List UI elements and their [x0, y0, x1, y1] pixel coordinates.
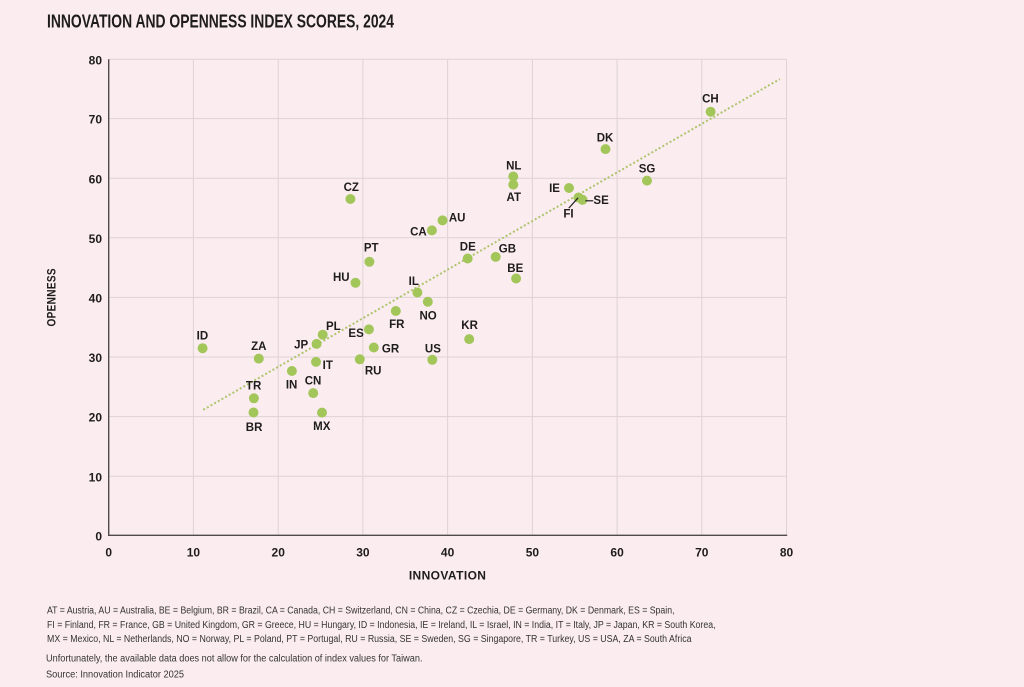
svg-text:OPENNESS: OPENNESS	[45, 268, 59, 327]
svg-text:INNOVATION: INNOVATION	[409, 569, 487, 583]
svg-text:MX = Mexico, NL = Netherlands,: MX = Mexico, NL = Netherlands, NO = Norw…	[47, 634, 692, 645]
svg-text:INNOVATION AND OPENNESS INDEX: INNOVATION AND OPENNESS INDEX SCORES, 20…	[47, 11, 395, 32]
svg-text:RU: RU	[365, 366, 382, 378]
svg-text:ES: ES	[348, 328, 364, 340]
svg-text:30: 30	[89, 351, 103, 365]
svg-text:BR: BR	[246, 422, 263, 434]
svg-text:TR: TR	[246, 381, 262, 393]
svg-text:40: 40	[89, 292, 103, 306]
svg-text:IE: IE	[549, 183, 560, 195]
svg-text:60: 60	[610, 546, 624, 560]
svg-text:FI: FI	[563, 208, 573, 220]
svg-text:70: 70	[695, 546, 709, 560]
svg-text:20: 20	[272, 546, 286, 560]
svg-text:60: 60	[89, 172, 103, 186]
svg-text:IN: IN	[286, 379, 298, 391]
svg-text:CN: CN	[305, 375, 322, 387]
svg-text:GB: GB	[499, 244, 516, 256]
svg-text:50: 50	[89, 232, 103, 246]
svg-text:FR: FR	[389, 319, 405, 331]
svg-text:GR: GR	[382, 344, 400, 356]
svg-text:DK: DK	[597, 132, 614, 144]
svg-text:HU: HU	[333, 272, 350, 284]
svg-text:Unfortunately, the available d: Unfortunately, the available data does n…	[46, 654, 423, 665]
svg-text:DE: DE	[460, 241, 476, 253]
svg-text:0: 0	[105, 546, 112, 560]
svg-text:IT: IT	[323, 360, 333, 372]
svg-text:80: 80	[89, 53, 103, 67]
svg-text:NO: NO	[419, 310, 436, 322]
svg-text:CZ: CZ	[344, 182, 359, 194]
svg-text:80: 80	[780, 546, 794, 560]
svg-text:FI = Finland, FR = France, GB: FI = Finland, FR = France, GB = United K…	[47, 620, 716, 631]
svg-text:KR: KR	[461, 320, 478, 332]
svg-text:Source: Innovation Indicator 2: Source: Innovation Indicator 2025	[46, 670, 184, 681]
svg-text:ID: ID	[197, 331, 209, 343]
svg-text:PL: PL	[326, 321, 341, 333]
svg-text:0: 0	[95, 529, 102, 543]
svg-text:AT = Austria, AU = Australia,: AT = Austria, AU = Australia, BE = Belgi…	[47, 606, 675, 617]
svg-text:ZA: ZA	[251, 341, 266, 353]
svg-text:SE: SE	[593, 195, 609, 207]
svg-text:SG: SG	[639, 164, 656, 176]
svg-text:MX: MX	[313, 421, 331, 433]
svg-text:10: 10	[89, 470, 103, 484]
svg-text:50: 50	[526, 546, 540, 560]
svg-text:US: US	[425, 344, 441, 356]
svg-text:NL: NL	[506, 160, 521, 172]
svg-text:BE: BE	[507, 263, 523, 275]
svg-text:70: 70	[89, 113, 103, 127]
svg-text:30: 30	[356, 546, 370, 560]
svg-text:40: 40	[441, 546, 455, 560]
svg-text:JP: JP	[294, 339, 308, 351]
svg-text:CA: CA	[410, 226, 427, 238]
svg-text:20: 20	[89, 411, 103, 425]
svg-text:PT: PT	[364, 242, 379, 254]
svg-text:AU: AU	[449, 213, 466, 225]
svg-text:10: 10	[187, 546, 201, 560]
svg-text:IL: IL	[409, 276, 419, 288]
svg-text:AT: AT	[507, 192, 521, 204]
svg-text:CH: CH	[702, 93, 719, 105]
